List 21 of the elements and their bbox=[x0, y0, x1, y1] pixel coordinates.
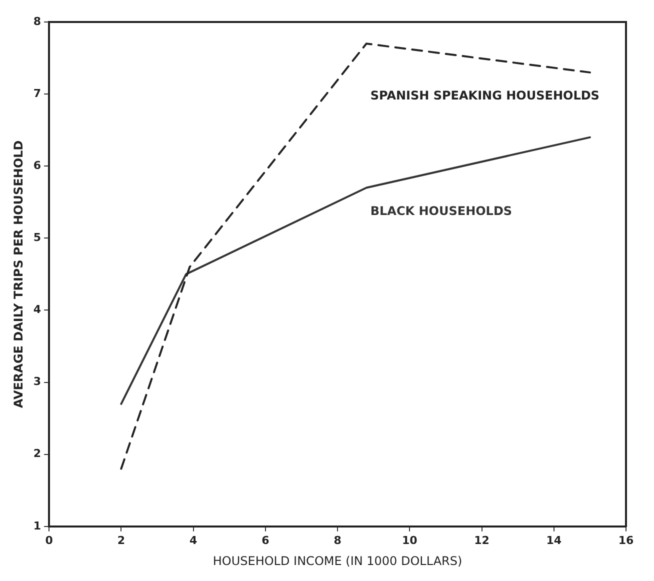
y-tick-label: 3 bbox=[33, 375, 42, 388]
y-axis-title: AVERAGE DAILY TRIPS PER HOUSEHOLD bbox=[11, 140, 26, 408]
x-tick-label: 8 bbox=[334, 534, 342, 547]
x-tick-label: 2 bbox=[117, 534, 125, 547]
x-tick-label: 12 bbox=[474, 534, 490, 547]
x-tick-label: 16 bbox=[618, 534, 634, 547]
series-label: SPANISH SPEAKING HOUSEHOLDS bbox=[370, 88, 600, 103]
x-tick-label: 10 bbox=[402, 534, 418, 547]
x-tick-label: 14 bbox=[546, 534, 562, 547]
series-label: BLACK HOUSEHOLDS bbox=[370, 204, 512, 218]
x-tick-label: 0 bbox=[45, 534, 54, 547]
x-tick-label: 4 bbox=[189, 534, 198, 547]
y-tick-label: 2 bbox=[33, 447, 42, 460]
y-tick-label: 5 bbox=[33, 231, 42, 244]
x-tick-label: 6 bbox=[262, 534, 270, 547]
x-axis-title: HOUSEHOLD INCOME (IN 1000 DOLLARS) bbox=[212, 554, 462, 568]
y-tick-label: 8 bbox=[33, 14, 42, 28]
y-tick-label: 6 bbox=[33, 158, 42, 172]
y-tick-label: 4 bbox=[33, 303, 42, 316]
y-tick-label: 7 bbox=[33, 86, 42, 100]
y-tick-label: 1 bbox=[33, 519, 42, 532]
